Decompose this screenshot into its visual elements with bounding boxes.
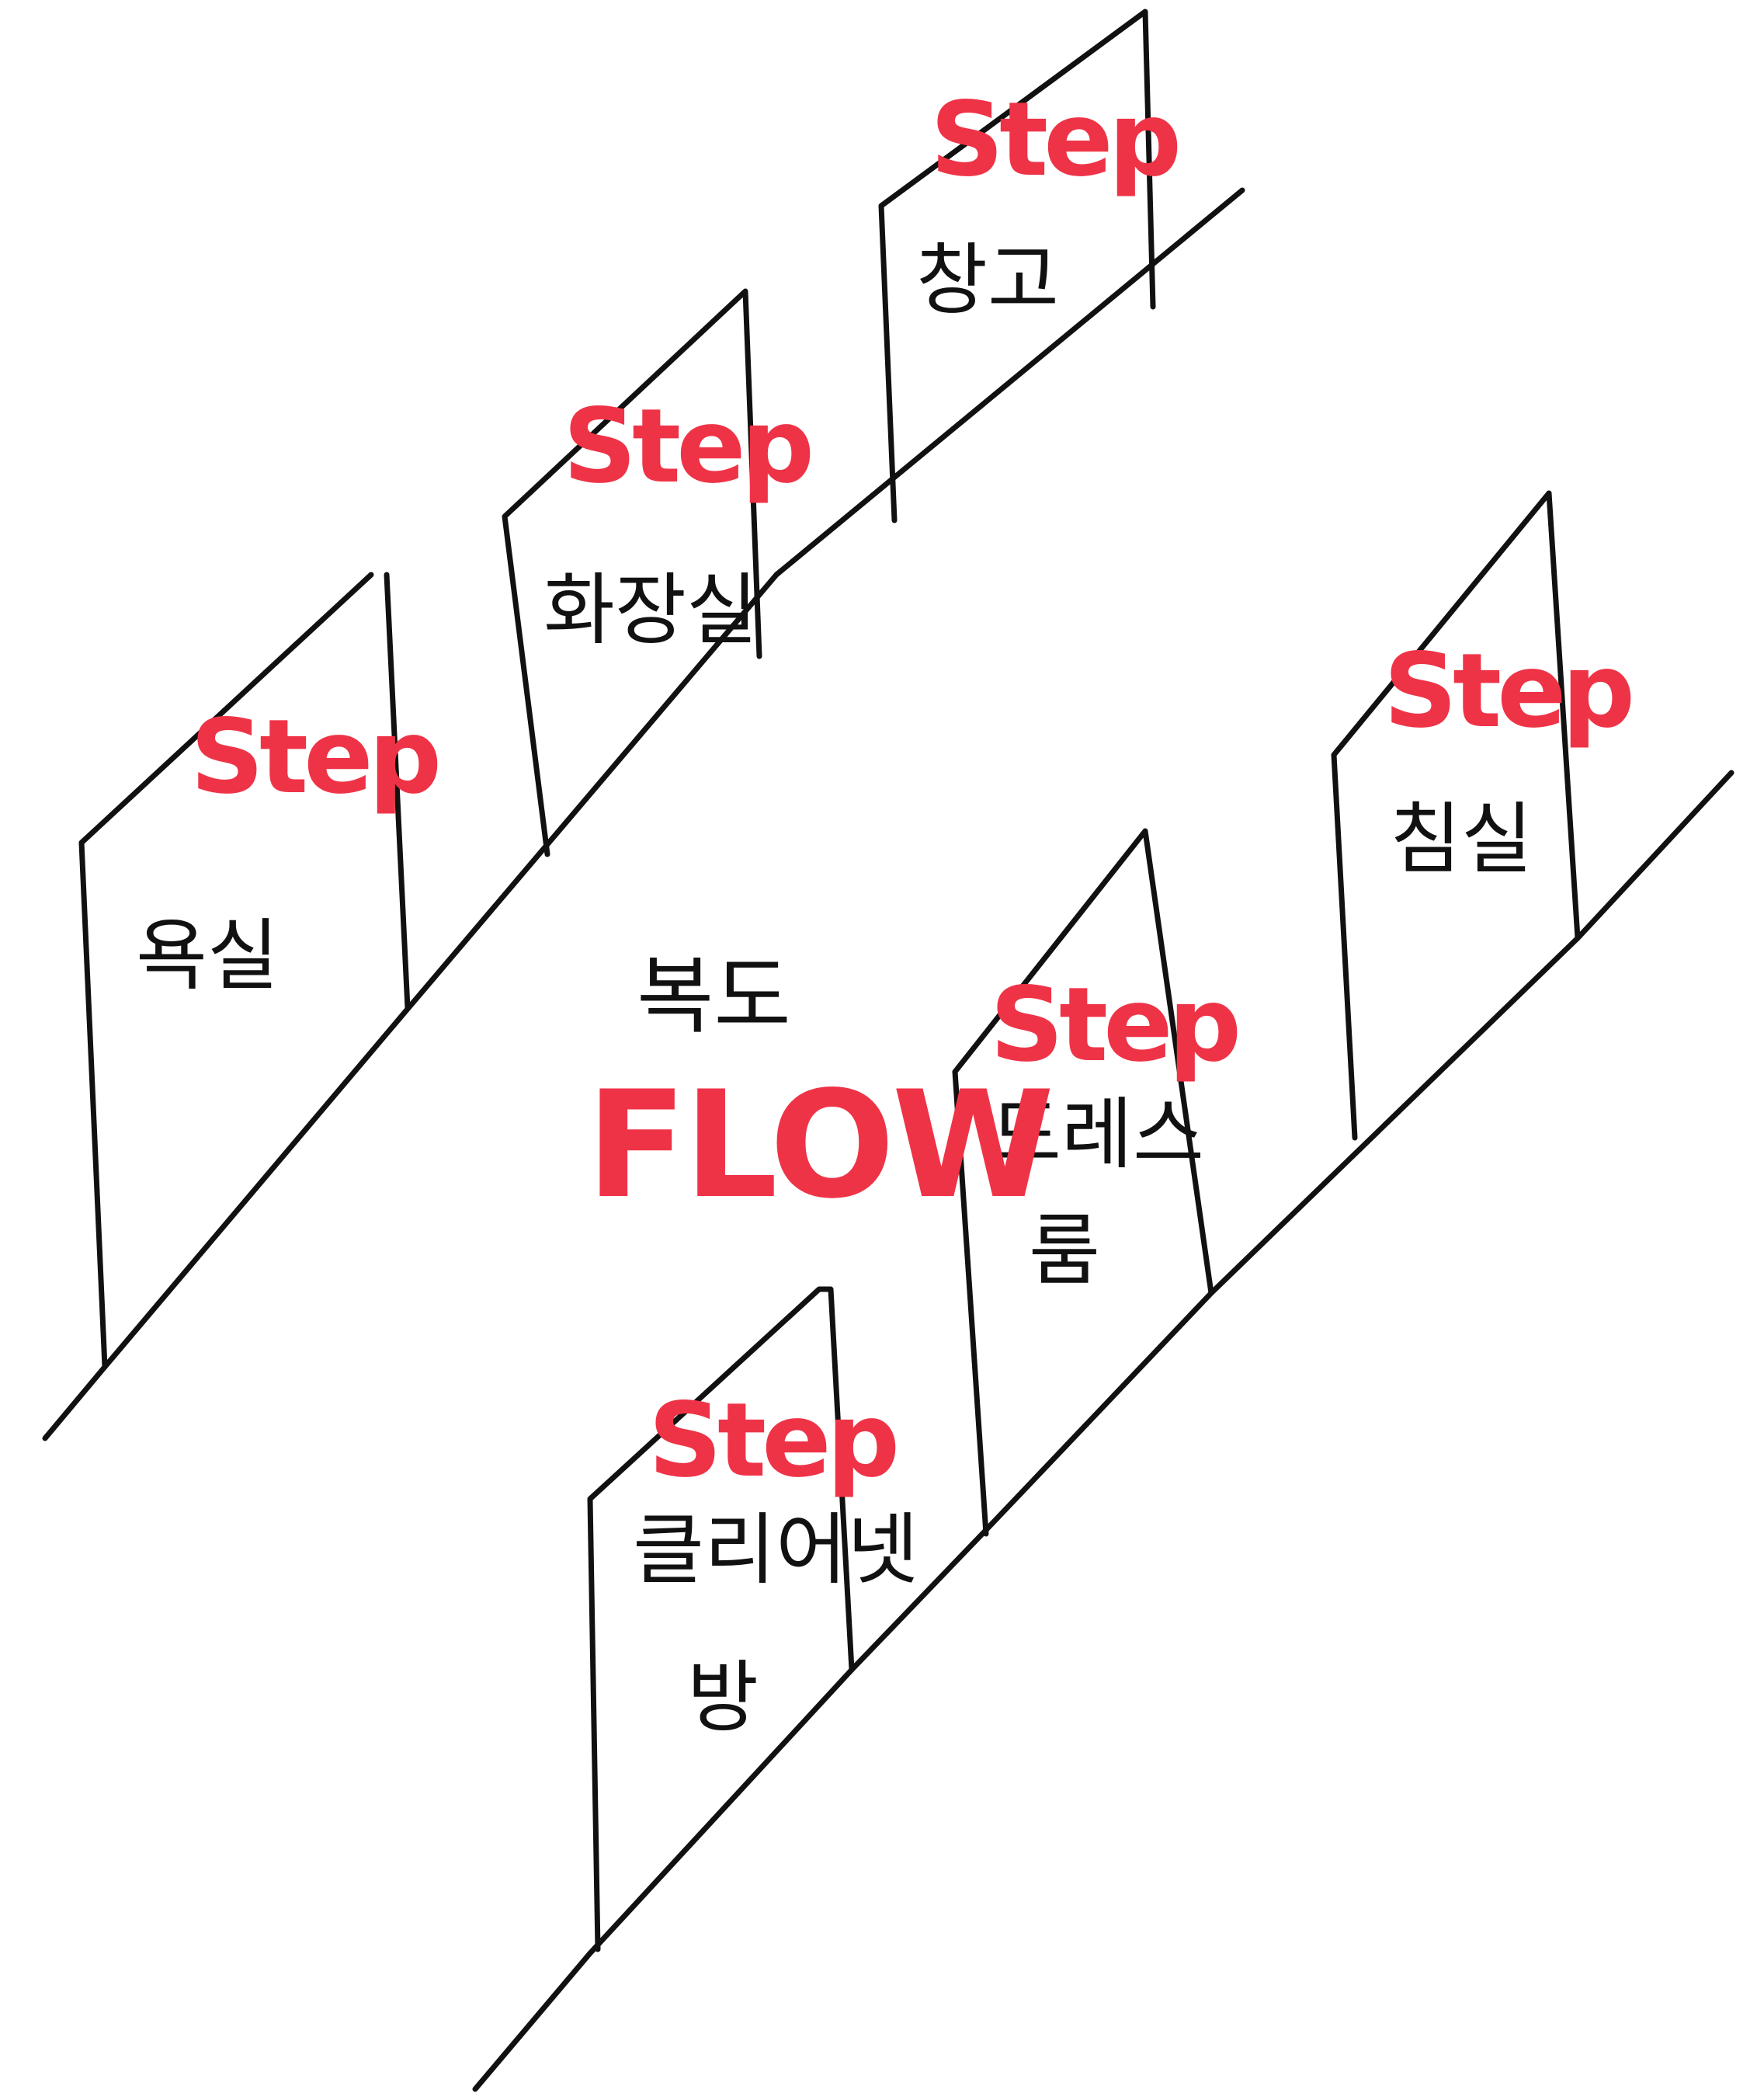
room-cleaning-step-label: Step — [648, 1381, 896, 1500]
upper-wall-line — [42, 187, 1245, 1441]
room-cleaning-panel — [587, 1286, 855, 1952]
room-cleaning-label-line2: 방 — [687, 1652, 759, 1743]
room-cleaning-label-line1: 클리어넷 — [633, 1504, 918, 1595]
room-bedroom: Step 침실 — [1331, 490, 1636, 1141]
room-restroom: Step 화장실 — [502, 288, 815, 857]
room-bath-step-label: Step — [190, 697, 438, 817]
room-dressroom-panel — [952, 828, 1214, 1537]
room-storage-panel — [878, 9, 1156, 523]
room-dressroom-step-label: Step — [990, 965, 1238, 1085]
corridor-flow-label: FLOW — [586, 1059, 1051, 1231]
room-storage: Step 창고 — [878, 9, 1182, 523]
room-bedroom-label: 침실 — [1390, 794, 1533, 885]
room-bath-label: 욕실 — [136, 910, 279, 1001]
room-dressroom-label-line2: 룸 — [1029, 1205, 1100, 1296]
corridor-label: 복도 — [637, 948, 791, 1045]
room-bath-panel — [78, 572, 411, 1370]
room-storage-step-label: Step — [930, 80, 1178, 200]
room-dressroom: Step 드레스 룸 — [952, 828, 1242, 1537]
room-bedroom-panel — [1331, 490, 1581, 1141]
room-cleaning: Step 클리어넷 방 — [587, 1286, 918, 1952]
room-restroom-panel — [502, 288, 762, 857]
room-restroom-label: 화장실 — [543, 565, 758, 655]
room-dressroom-label-line1: 드레스 — [990, 1089, 1204, 1180]
room-restroom-step-label: Step — [563, 387, 811, 506]
room-bath: Step 욕실 — [78, 572, 443, 1370]
room-bedroom-step-label: Step — [1384, 631, 1631, 751]
room-storage-label: 창고 — [916, 235, 1059, 325]
